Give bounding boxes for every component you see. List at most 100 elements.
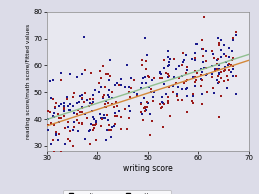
Point bbox=[91, 93, 95, 96]
Point bbox=[62, 101, 66, 105]
Point bbox=[199, 77, 203, 81]
Point bbox=[62, 105, 66, 108]
Point bbox=[202, 67, 206, 70]
Point bbox=[46, 128, 50, 132]
Point bbox=[174, 81, 178, 84]
Point bbox=[59, 72, 63, 75]
Point bbox=[205, 73, 209, 76]
Point bbox=[56, 112, 60, 115]
Point bbox=[115, 115, 119, 118]
Point bbox=[162, 58, 166, 61]
Point bbox=[113, 83, 117, 86]
Point bbox=[160, 76, 164, 80]
Point bbox=[83, 92, 87, 95]
Point bbox=[216, 36, 220, 39]
Point bbox=[142, 75, 147, 78]
Point bbox=[144, 59, 148, 62]
Point bbox=[63, 142, 67, 145]
Point bbox=[198, 68, 203, 71]
Point bbox=[180, 98, 184, 101]
Point bbox=[65, 97, 69, 100]
Legend: reading score, Linear Fit, math score, Linear Fit: reading score, Linear Fit, math score, L… bbox=[63, 191, 171, 194]
Point bbox=[204, 60, 208, 63]
Point bbox=[107, 129, 111, 132]
Point bbox=[67, 109, 71, 112]
Point bbox=[201, 48, 205, 51]
Point bbox=[48, 97, 53, 100]
Point bbox=[89, 123, 93, 126]
Point bbox=[48, 80, 52, 83]
Point bbox=[219, 77, 223, 80]
Point bbox=[217, 72, 221, 75]
Point bbox=[113, 115, 117, 118]
Point bbox=[140, 58, 144, 61]
Point bbox=[105, 129, 109, 132]
Point bbox=[217, 43, 221, 46]
Point bbox=[106, 94, 110, 97]
Point bbox=[91, 100, 95, 103]
Point bbox=[63, 127, 67, 130]
Point bbox=[98, 69, 102, 73]
Point bbox=[145, 54, 149, 57]
Point bbox=[202, 61, 206, 64]
Point bbox=[102, 114, 106, 117]
Point bbox=[174, 67, 178, 70]
Point bbox=[114, 100, 118, 104]
Point bbox=[105, 113, 109, 116]
Point bbox=[85, 99, 89, 102]
Point bbox=[210, 73, 214, 76]
Point bbox=[192, 69, 197, 72]
Point bbox=[219, 94, 223, 97]
Point bbox=[193, 81, 197, 84]
Point bbox=[145, 105, 149, 108]
Point bbox=[158, 77, 162, 80]
Point bbox=[99, 85, 103, 88]
Point bbox=[68, 139, 72, 143]
Point bbox=[200, 70, 204, 73]
Point bbox=[104, 73, 108, 76]
Point bbox=[151, 95, 155, 99]
Point bbox=[103, 117, 107, 120]
Point bbox=[213, 67, 217, 70]
Point bbox=[229, 70, 233, 73]
Point bbox=[80, 111, 84, 114]
Point bbox=[224, 54, 228, 57]
Point bbox=[83, 138, 87, 141]
Point bbox=[190, 100, 194, 103]
Point bbox=[231, 38, 235, 41]
Point bbox=[195, 43, 199, 46]
Point bbox=[103, 105, 107, 108]
Point bbox=[88, 98, 92, 101]
Point bbox=[192, 80, 197, 83]
Point bbox=[119, 128, 123, 131]
Point bbox=[191, 101, 195, 104]
Point bbox=[166, 95, 170, 98]
Point bbox=[161, 126, 165, 129]
Point bbox=[190, 58, 194, 61]
Point bbox=[57, 132, 61, 135]
Point bbox=[234, 75, 238, 78]
Point bbox=[100, 118, 104, 121]
Point bbox=[100, 117, 105, 120]
Point bbox=[83, 69, 87, 72]
Point bbox=[104, 138, 108, 141]
Point bbox=[113, 111, 118, 114]
Point bbox=[176, 85, 180, 88]
Point bbox=[91, 116, 95, 119]
Point bbox=[98, 76, 103, 79]
Point bbox=[100, 64, 105, 67]
Point bbox=[216, 57, 220, 60]
Point bbox=[48, 110, 52, 113]
Point bbox=[107, 78, 111, 81]
Point bbox=[57, 104, 61, 107]
Point bbox=[143, 107, 147, 110]
Point bbox=[222, 43, 226, 46]
Point bbox=[231, 57, 235, 60]
Point bbox=[119, 77, 123, 81]
Point bbox=[72, 126, 76, 129]
Point bbox=[104, 106, 109, 109]
Point bbox=[82, 100, 86, 104]
Point bbox=[149, 120, 154, 123]
Point bbox=[161, 102, 165, 105]
Point bbox=[215, 62, 219, 65]
